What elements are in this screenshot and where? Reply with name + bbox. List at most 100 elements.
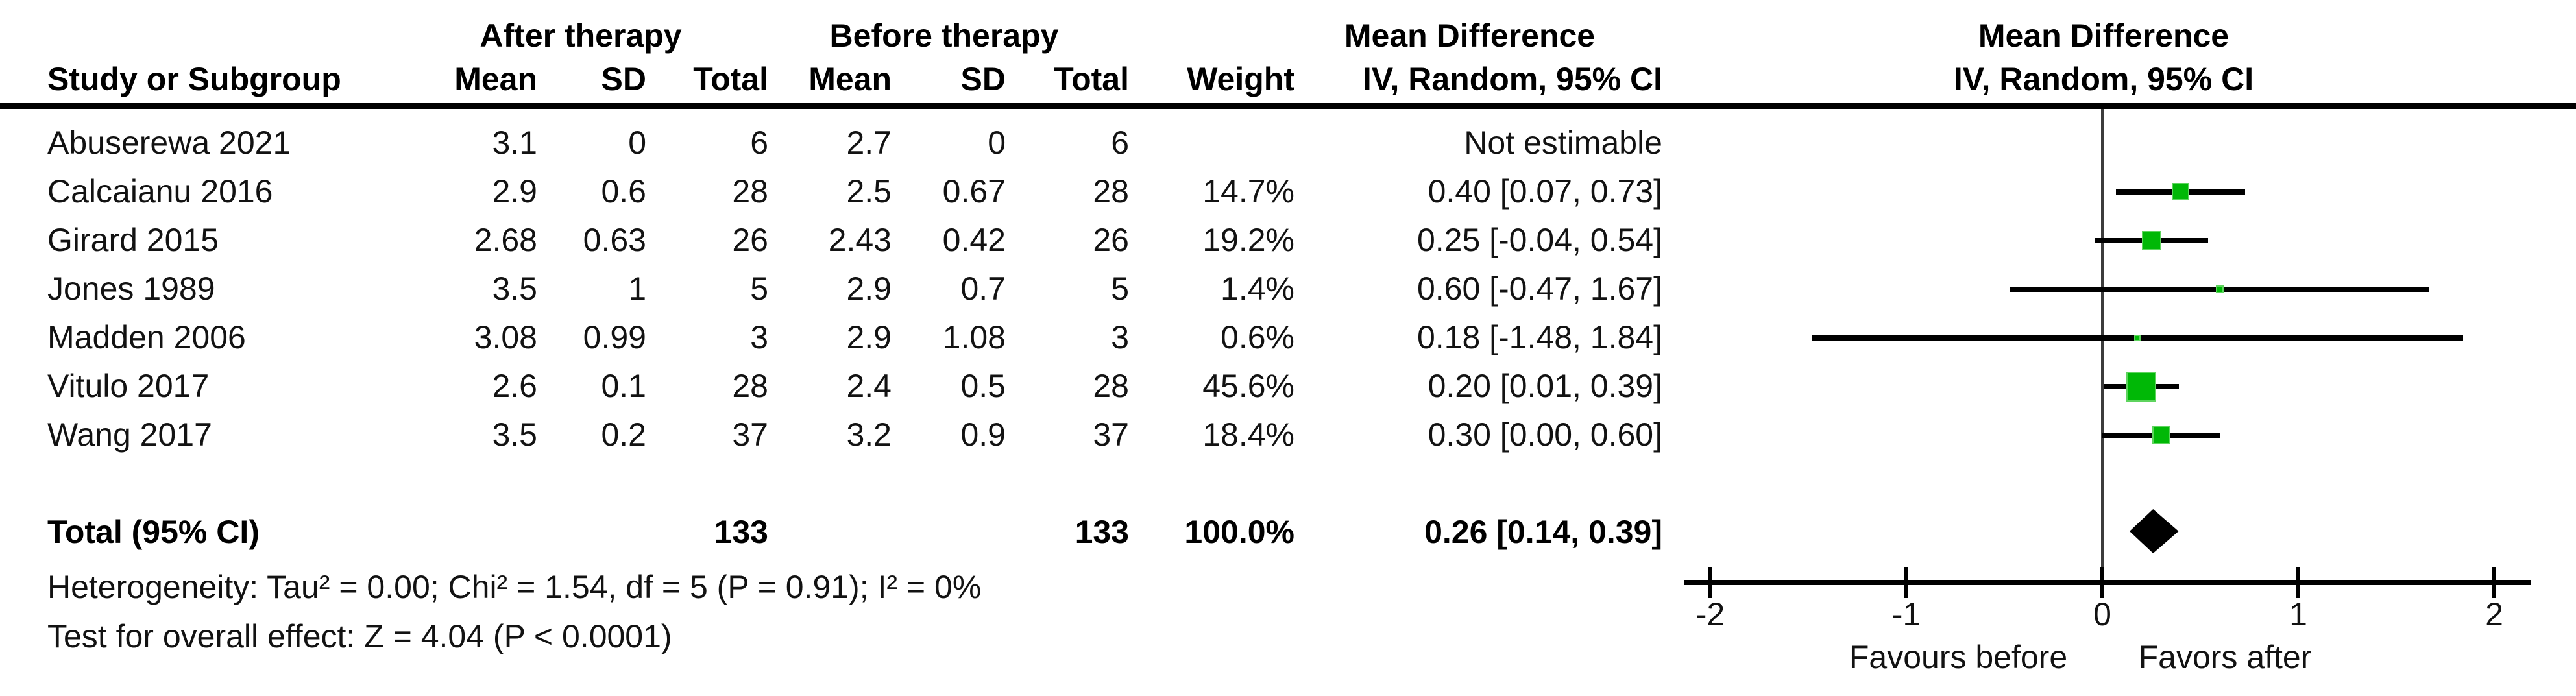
column-header-before-sd: SD bbox=[960, 61, 1006, 97]
x-axis-tick-label: -1 bbox=[1891, 596, 1921, 632]
total-weight: 100.0% bbox=[1184, 514, 1294, 550]
before-total-value: 37 bbox=[1093, 416, 1129, 453]
ci-text-value: 0.18 [-1.48, 1.84] bbox=[1416, 319, 1662, 355]
weight-value: 45.6% bbox=[1202, 368, 1294, 404]
after-total-value: 37 bbox=[732, 416, 768, 453]
ci-text-value: 0.30 [0.00, 0.60] bbox=[1428, 416, 1662, 453]
weight-value: 0.6% bbox=[1221, 319, 1294, 355]
after-total-value: 3 bbox=[750, 319, 768, 355]
after-mean-value: 3.08 bbox=[474, 319, 537, 355]
column-header-before-total: Total bbox=[1054, 61, 1129, 97]
x-axis-tick bbox=[2100, 567, 2104, 598]
group-header-after-therapy: After therapy bbox=[480, 18, 682, 54]
before-total-value: 28 bbox=[1093, 368, 1129, 404]
plot-header-ci: IV, Random, 95% CI bbox=[1953, 61, 2254, 97]
after-total-value: 6 bbox=[750, 125, 768, 161]
study-name: Madden 2006 bbox=[47, 319, 246, 355]
x-axis-tick-label: 0 bbox=[2093, 596, 2111, 632]
heterogeneity-stats: Heterogeneity: Tau² = 0.00; Chi² = 1.54,… bbox=[47, 569, 982, 605]
weight-value: 18.4% bbox=[1202, 416, 1294, 453]
study-name: Abuserewa 2021 bbox=[47, 125, 291, 161]
total-row-label: Total (95% CI) bbox=[47, 514, 260, 550]
ci-text-value: Not estimable bbox=[1464, 125, 1662, 161]
after-sd-value: 0.63 bbox=[583, 222, 646, 258]
before-mean-value: 2.43 bbox=[828, 222, 892, 258]
after-total-value: 28 bbox=[732, 173, 768, 210]
pooled-diamond bbox=[2130, 509, 2179, 553]
header-separator-line bbox=[0, 103, 2576, 109]
before-mean-value: 2.9 bbox=[846, 319, 892, 355]
after-sd-value: 0.1 bbox=[601, 368, 646, 404]
before-sd-value: 0.42 bbox=[942, 222, 1006, 258]
study-name: Calcaianu 2016 bbox=[47, 173, 273, 210]
before-sd-value: 0.7 bbox=[960, 270, 1006, 307]
before-mean-value: 2.7 bbox=[846, 125, 892, 161]
effect-square bbox=[2141, 230, 2161, 250]
weight-value: 19.2% bbox=[1202, 222, 1294, 258]
x-axis-tick bbox=[2296, 567, 2300, 598]
column-header-study: Study or Subgroup bbox=[47, 61, 341, 97]
ci-text-value: 0.40 [0.07, 0.73] bbox=[1428, 173, 1662, 210]
effect-square bbox=[2126, 371, 2157, 402]
total-after-n: 133 bbox=[714, 514, 768, 550]
ci-text-value: 0.25 [-0.04, 0.54] bbox=[1416, 222, 1662, 258]
x-axis-tick bbox=[1708, 567, 1712, 598]
study-name: Jones 1989 bbox=[47, 270, 215, 307]
after-total-value: 28 bbox=[732, 368, 768, 404]
before-total-value: 28 bbox=[1093, 173, 1129, 210]
x-axis-tick-label: -2 bbox=[1695, 596, 1725, 632]
after-sd-value: 0.6 bbox=[601, 173, 646, 210]
before-sd-value: 0.5 bbox=[960, 368, 1006, 404]
axis-label-favors-after: Favors after bbox=[2138, 639, 2312, 675]
column-header-after-mean: Mean bbox=[454, 61, 537, 97]
x-axis-tick-label: 1 bbox=[2289, 596, 2307, 632]
group-header-before-therapy: Before therapy bbox=[829, 18, 1059, 54]
effect-square bbox=[2172, 183, 2190, 200]
before-total-value: 3 bbox=[1111, 319, 1129, 355]
before-sd-value: 1.08 bbox=[942, 319, 1006, 355]
axis-label-favours-before: Favours before bbox=[1849, 639, 2068, 675]
before-total-value: 6 bbox=[1111, 125, 1129, 161]
before-sd-value: 0 bbox=[988, 125, 1006, 161]
column-header-weight: Weight bbox=[1187, 61, 1294, 97]
total-before-n: 133 bbox=[1075, 514, 1129, 550]
x-axis-line bbox=[1684, 580, 2531, 585]
before-mean-value: 2.9 bbox=[846, 270, 892, 307]
effect-square bbox=[2134, 334, 2141, 341]
weight-value: 1.4% bbox=[1221, 270, 1294, 307]
overall-effect-stats: Test for overall effect: Z = 4.04 (P < 0… bbox=[47, 618, 672, 654]
after-sd-value: 1 bbox=[628, 270, 646, 307]
weight-value: 14.7% bbox=[1202, 173, 1294, 210]
after-mean-value: 3.5 bbox=[492, 270, 537, 307]
after-total-value: 26 bbox=[732, 222, 768, 258]
after-sd-value: 0 bbox=[628, 125, 646, 161]
after-mean-value: 3.5 bbox=[492, 416, 537, 453]
before-total-value: 26 bbox=[1093, 222, 1129, 258]
study-name: Vitulo 2017 bbox=[47, 368, 210, 404]
study-name: Girard 2015 bbox=[47, 222, 219, 258]
before-mean-value: 2.4 bbox=[846, 368, 892, 404]
after-mean-value: 2.9 bbox=[492, 173, 537, 210]
plot-header-mean-difference: Mean Difference bbox=[1978, 18, 2230, 54]
effect-square bbox=[2216, 285, 2224, 293]
after-mean-value: 3.1 bbox=[492, 125, 537, 161]
ci-text-value: 0.60 [-0.47, 1.67] bbox=[1416, 270, 1662, 307]
after-mean-value: 2.68 bbox=[474, 222, 537, 258]
x-axis-tick bbox=[1904, 567, 1908, 598]
column-header-ci: IV, Random, 95% CI bbox=[1362, 61, 1662, 97]
study-name: Wang 2017 bbox=[47, 416, 212, 453]
after-mean-value: 2.6 bbox=[492, 368, 537, 404]
before-mean-value: 2.5 bbox=[846, 173, 892, 210]
column-group-mean-difference: Mean Difference bbox=[1344, 18, 1596, 54]
after-total-value: 5 bbox=[750, 270, 768, 307]
before-mean-value: 3.2 bbox=[846, 416, 892, 453]
x-axis-tick bbox=[2492, 567, 2496, 598]
zero-reference-line bbox=[2101, 109, 2104, 582]
ci-text-value: 0.20 [0.01, 0.39] bbox=[1428, 368, 1662, 404]
column-header-after-total: Total bbox=[693, 61, 768, 97]
after-sd-value: 0.99 bbox=[583, 319, 646, 355]
before-sd-value: 0.67 bbox=[942, 173, 1006, 210]
before-total-value: 5 bbox=[1111, 270, 1129, 307]
effect-square bbox=[2152, 426, 2170, 444]
